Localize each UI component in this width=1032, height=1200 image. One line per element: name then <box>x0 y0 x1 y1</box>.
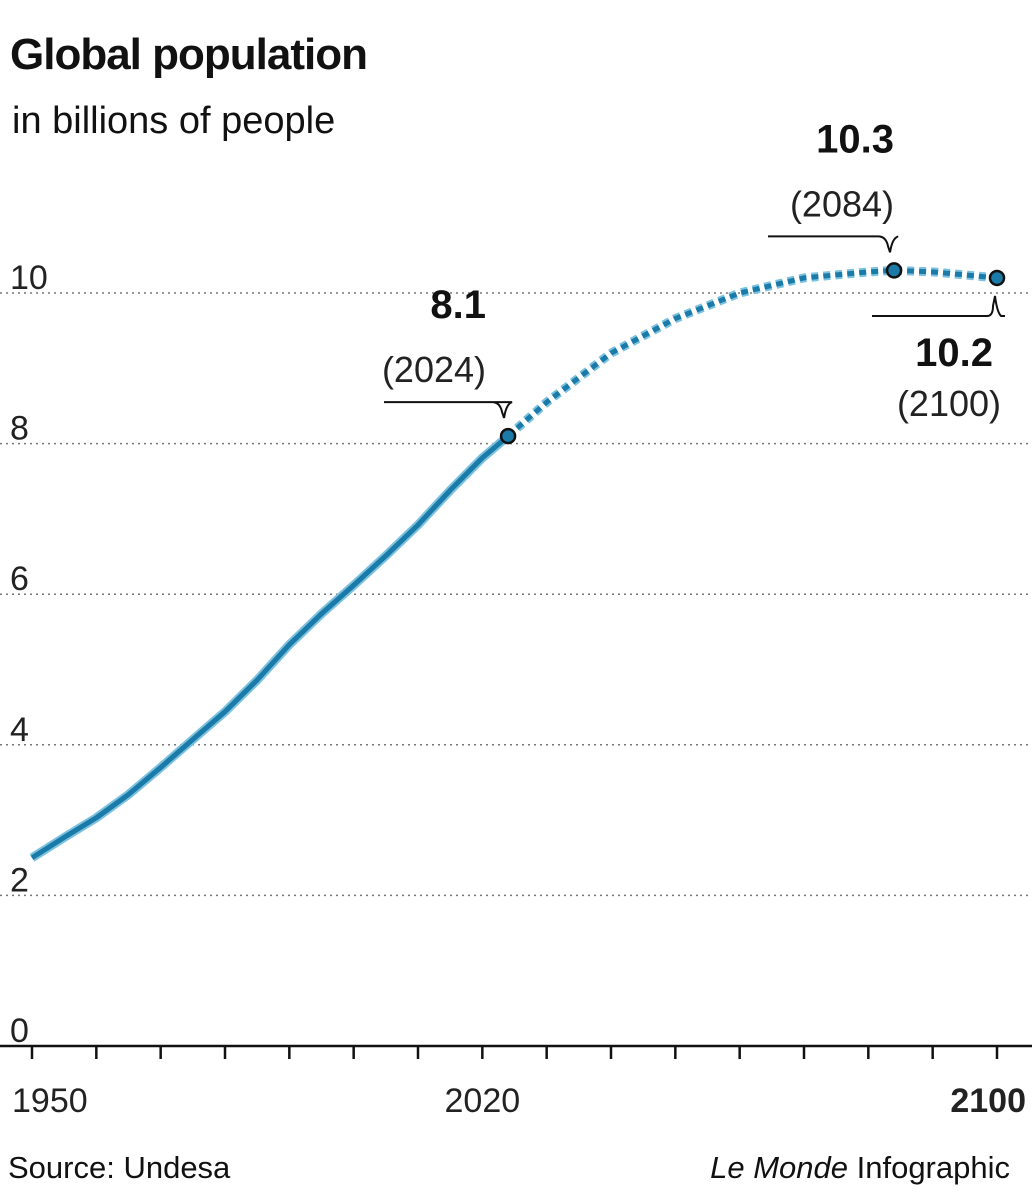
y-tick-label-2: 2 <box>10 861 29 899</box>
credit-label: Infographic <box>848 1150 1010 1185</box>
gridlines <box>0 292 1032 897</box>
x-tick-label-2100: 2100 <box>950 1082 1026 1120</box>
chart-title: Global population <box>10 30 368 79</box>
y-tick-label-4: 4 <box>10 711 29 749</box>
x-axis: 1950 2020 2100 <box>0 1044 1032 1120</box>
annotation-value-2100: 10.2 <box>915 331 993 375</box>
marker-2084 <box>885 262 903 279</box>
source-note: Source: Undesa <box>8 1150 231 1185</box>
annotation-year-2084: (2084) <box>790 183 894 224</box>
leader-2100 <box>872 295 1005 317</box>
annotation-value-2024: 8.1 <box>430 283 486 327</box>
credit-note: Le Monde Infographic <box>710 1150 1010 1186</box>
annotation-year-2100: (2100) <box>897 383 1001 424</box>
leader-2084 <box>768 235 899 253</box>
series-solid-halo <box>29 432 512 862</box>
x-tick-label-2020: 2020 <box>445 1082 521 1120</box>
marker-2024 <box>499 427 517 445</box>
annotations: 8.1 (2024) 10.3 (2084) 10.2 (2100) <box>382 117 1006 445</box>
leader-2024 <box>384 401 513 419</box>
annotation-value-2084: 10.3 <box>816 117 894 161</box>
brand-name: Le Monde <box>710 1150 848 1185</box>
annotation-year-2024: (2024) <box>382 349 486 390</box>
y-tick-label-10: 10 <box>10 259 48 297</box>
series-dotted-line <box>506 267 998 438</box>
marker-2100 <box>988 269 1006 287</box>
x-tick-label-1950: 1950 <box>12 1082 88 1120</box>
y-tick-label-8: 8 <box>10 410 29 448</box>
y-tick-label-0: 0 <box>10 1012 29 1050</box>
series-solid-line <box>30 434 510 860</box>
y-axis-ticks: 0 2 4 6 8 10 <box>10 259 48 1050</box>
series-lines <box>29 265 998 862</box>
y-tick-label-6: 6 <box>10 560 29 598</box>
chart-subtitle: in billions of people <box>12 100 336 142</box>
